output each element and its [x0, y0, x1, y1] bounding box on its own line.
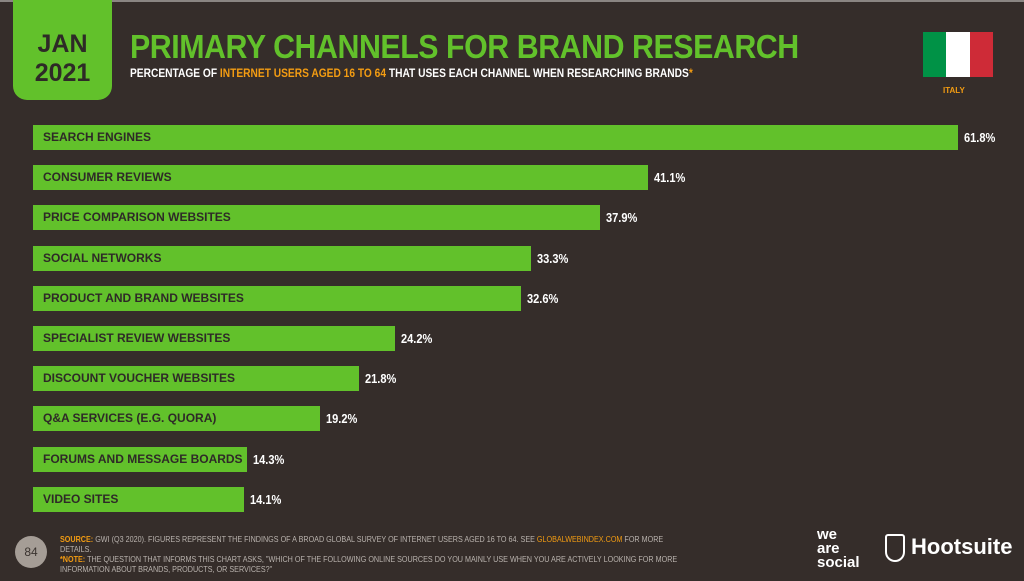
- bar: [33, 285, 521, 311]
- value-label: 41.1%: [654, 170, 686, 186]
- source-label: SOURCE:: [60, 535, 94, 544]
- bar: [33, 125, 958, 150]
- value-label: 37.9%: [606, 210, 638, 226]
- bar: [33, 486, 245, 512]
- value-label: 61.8%: [964, 130, 996, 145]
- category-label: CONSUMER REVIEWS: [43, 170, 172, 185]
- page-title: PRIMARY CHANNELS FOR BRAND RESEARCH: [130, 28, 799, 65]
- value-label: 21.8%: [365, 371, 397, 387]
- value-label: 33.3%: [537, 250, 569, 266]
- bar: [33, 205, 601, 231]
- hootsuite-logo: Hootsuite: [885, 534, 1012, 563]
- value-label: 14.3%: [253, 451, 285, 467]
- category-label: SEARCH ENGINES: [43, 130, 152, 144]
- page-number: 84: [15, 536, 47, 568]
- category-label: SOCIAL NETWORKS: [43, 250, 162, 265]
- date-month: JAN: [37, 30, 88, 58]
- date-year: 2021: [34, 59, 91, 87]
- subtitle: PERCENTAGE OF INTERNET USERS AGED 16 TO …: [130, 66, 693, 80]
- date-badge: JAN 2021: [13, 0, 112, 100]
- top-border: [0, 0, 1024, 2]
- we-are-social-logo: we are social: [817, 526, 860, 571]
- source-text: GWI (Q3 2020). FIGURES REPRESENT THE FIN…: [93, 535, 537, 544]
- footer-notes: SOURCE: GWI (Q3 2020). FIGURES REPRESENT…: [60, 535, 690, 575]
- country-label: ITALY: [943, 86, 965, 95]
- source-link[interactable]: GLOBALWEBINDEX.COM: [536, 535, 623, 544]
- source-end: FOR MORE DETAILS.: [60, 535, 664, 554]
- subtitle-pre: PERCENTAGE OF: [130, 66, 220, 80]
- value-label: 14.1%: [250, 491, 282, 507]
- category-label: Q&A SERVICES (E.G. QUORA): [43, 411, 217, 426]
- bar: [33, 245, 532, 271]
- subtitle-star: *: [688, 66, 693, 80]
- value-label: 32.6%: [526, 290, 559, 306]
- value-label: 19.2%: [326, 411, 358, 427]
- bar: [33, 366, 360, 392]
- note-label: *NOTE:: [60, 555, 86, 564]
- owl-icon: [885, 534, 905, 563]
- bar: [33, 446, 248, 472]
- category-label: DISCOUNT VOUCHER WEBSITES: [43, 371, 236, 386]
- note-text: THE QUESTION THAT INFORMS THIS CHART ASK…: [60, 555, 678, 574]
- category-label: VIDEO SITES: [43, 491, 119, 506]
- bar: [33, 326, 396, 351]
- subtitle-post: THAT USES EACH CHANNEL WHEN RESEARCHING …: [386, 66, 689, 80]
- bar: [33, 406, 321, 432]
- italy-flag-icon: [923, 32, 993, 77]
- subtitle-highlight: INTERNET USERS AGED 16 TO 64: [219, 66, 387, 80]
- category-label: SPECIALIST REVIEW WEBSITES: [43, 331, 231, 345]
- bar: [33, 165, 649, 191]
- category-label: FORUMS AND MESSAGE BOARDS: [43, 451, 243, 466]
- value-label: 24.2%: [401, 331, 433, 346]
- category-label: PRICE COMPARISON WEBSITES: [43, 210, 231, 225]
- category-label: PRODUCT AND BRAND WEBSITES: [43, 290, 244, 305]
